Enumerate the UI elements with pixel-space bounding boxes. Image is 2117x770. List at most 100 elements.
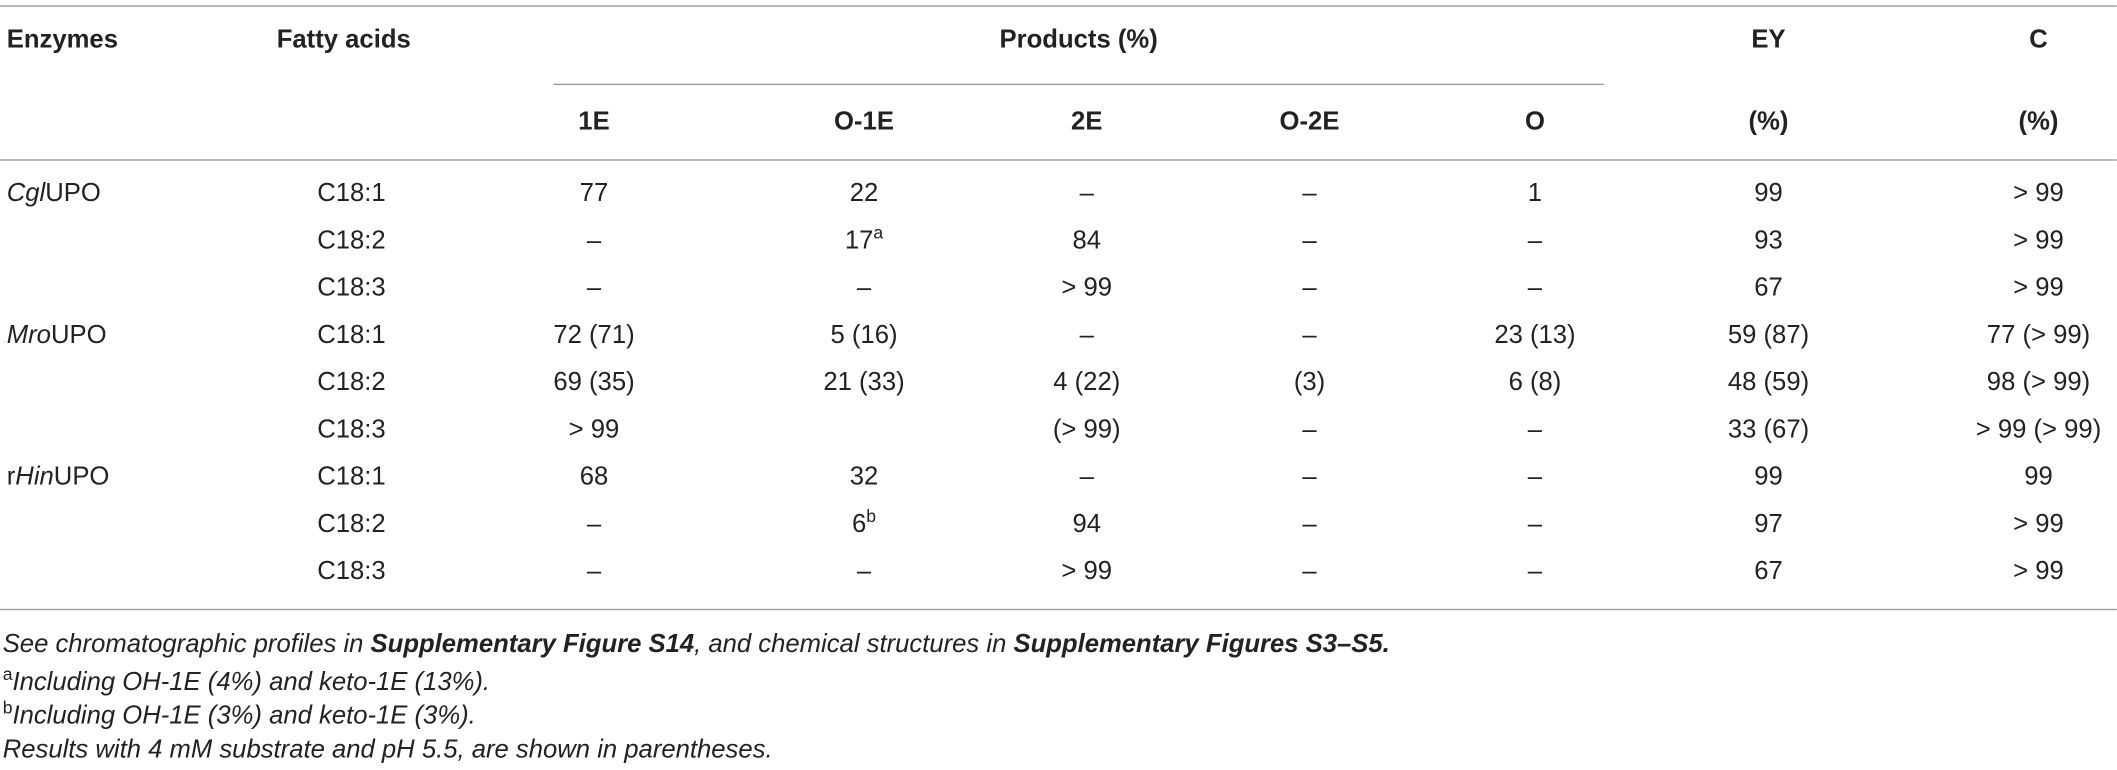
text-segment: UPO xyxy=(45,179,101,208)
cell: 99 xyxy=(1754,179,1783,208)
cell: – xyxy=(1527,557,1543,586)
text-segment: a xyxy=(873,222,884,243)
text-segment: b xyxy=(2,697,13,718)
cell: 32 xyxy=(849,463,879,492)
cell: (3) xyxy=(1293,368,1326,397)
text-segment: See chromatographic profiles in xyxy=(2,630,371,659)
cell: – xyxy=(1079,179,1094,208)
cell: – xyxy=(1527,415,1543,445)
cell: 6 (8) xyxy=(1508,368,1562,397)
header: Products (%) xyxy=(999,25,1158,54)
cell: 23 (13) xyxy=(1494,321,1576,350)
cell: – xyxy=(1302,415,1317,445)
cell: – xyxy=(1527,510,1543,539)
cell: 84 xyxy=(1072,226,1102,256)
rule xyxy=(0,608,2117,611)
cell: 72 (71) xyxy=(553,321,635,350)
subheader: O-2E xyxy=(1279,108,1340,137)
cell: – xyxy=(586,226,602,256)
cell: (> 99) xyxy=(1052,415,1121,445)
cell: – xyxy=(1302,463,1317,492)
cell: – xyxy=(586,557,602,586)
cell: – xyxy=(1302,179,1317,208)
rule xyxy=(553,83,1604,86)
text-segment: Results with 4 mM substrate and pH 5.5, … xyxy=(2,735,773,765)
rule xyxy=(0,159,2117,161)
cell: 69 (35) xyxy=(553,368,635,397)
rule xyxy=(0,5,2117,7)
cell: > 99 xyxy=(2013,557,2064,586)
cell: 97 xyxy=(1754,510,1783,539)
cell: > 99 xyxy=(1061,557,1113,586)
cell: 17a xyxy=(844,224,883,257)
text-segment: Hin xyxy=(15,463,54,492)
cell: 77 (> 99) xyxy=(1986,321,2091,350)
subheader: 2E xyxy=(1071,108,1103,137)
footnote: aIncluding OH-1E (4%) and keto-1E (13%). xyxy=(3,665,491,698)
cell: 1 xyxy=(1527,179,1543,208)
text-segment: 6 xyxy=(851,510,867,539)
cell: 59 (87) xyxy=(1727,321,1810,350)
text-segment: Including OH-1E (4%) and keto-1E (13%). xyxy=(12,668,491,697)
footnote: Results with 4 mM substrate and pH 5.5, … xyxy=(3,736,773,766)
cell: > 99 (> 99) xyxy=(1975,415,2102,445)
footnote: bIncluding OH-1E (3%) and keto-1E (3%). xyxy=(3,699,476,732)
cell: – xyxy=(586,510,602,539)
cell: – xyxy=(1302,226,1317,256)
subheader: O-1E xyxy=(834,108,894,137)
fatty-acid: C18:2 xyxy=(317,368,386,397)
cell: 99 xyxy=(2024,463,2053,492)
text-segment: b xyxy=(866,505,877,527)
header: Fatty acids xyxy=(276,25,411,54)
subheader: (%) xyxy=(1748,108,1789,137)
cell: > 99 xyxy=(568,415,620,445)
cell: – xyxy=(1302,557,1317,586)
cell: 99 xyxy=(1754,463,1783,492)
cell: 5 (16) xyxy=(830,321,898,350)
fatty-acid: C18:2 xyxy=(317,510,386,539)
subheader: O xyxy=(1524,108,1545,137)
enzyme: MroUPO xyxy=(7,321,107,351)
cell: – xyxy=(1302,510,1317,539)
cell: 22 xyxy=(849,179,879,208)
enzyme: CglUPO xyxy=(7,180,101,210)
cell: – xyxy=(1079,321,1094,350)
header: Enzymes xyxy=(6,25,118,54)
cell: 48 (59) xyxy=(1727,368,1810,397)
text-segment: Cgl xyxy=(6,179,46,208)
fatty-acid: C18:3 xyxy=(317,415,386,445)
text-segment: UPO xyxy=(53,463,110,492)
cell: – xyxy=(856,274,872,303)
footnote: See chromatographic profiles in Suppleme… xyxy=(3,630,1390,660)
cell: – xyxy=(856,557,872,586)
header: EY xyxy=(1751,25,1786,54)
subheader: 1E xyxy=(578,108,610,137)
header: C xyxy=(2029,25,2048,54)
subheader: (%) xyxy=(2018,108,2059,137)
text-segment: Supplementary Figure S14 xyxy=(370,630,695,659)
cell: > 99 xyxy=(2013,274,2064,303)
fatty-acid: C18:1 xyxy=(317,179,386,208)
cell: 68 xyxy=(579,463,609,492)
cell: 94 xyxy=(1072,510,1102,539)
text-segment: , and chemical structures in xyxy=(694,630,1014,659)
text-segment: 17 xyxy=(844,226,874,256)
text-segment: UPO xyxy=(50,321,107,350)
text-segment: a xyxy=(2,663,13,685)
fatty-acid: C18:1 xyxy=(317,463,386,492)
cell: > 99 xyxy=(2013,226,2064,256)
enzyme: rHinUPO xyxy=(7,463,110,493)
cell: 93 xyxy=(1754,226,1783,256)
cell: – xyxy=(1527,274,1543,303)
cell: 21 (33) xyxy=(823,368,905,397)
cell: > 99 xyxy=(2013,510,2064,539)
cell: – xyxy=(1527,226,1543,256)
fatty-acid: C18:1 xyxy=(317,321,386,350)
cell: 98 (> 99) xyxy=(1986,368,2091,397)
cell: – xyxy=(586,274,602,303)
cell: 67 xyxy=(1754,557,1783,586)
text-segment: r xyxy=(6,463,16,492)
cell: > 99 xyxy=(1061,274,1113,303)
fatty-acid: C18:3 xyxy=(317,557,386,586)
